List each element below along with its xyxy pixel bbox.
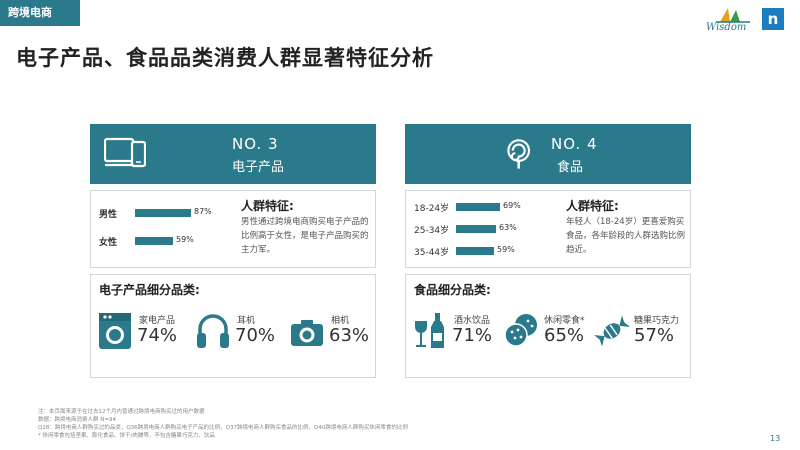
subcategory-title: 电子产品细分品类: (99, 283, 200, 297)
item-name: 休闲零食* (544, 316, 585, 326)
rank-label: NO. 3 (232, 135, 279, 153)
n-logo: n (762, 8, 784, 30)
subcategory-item: 酒水饮品 71% (412, 303, 502, 373)
wisdom-logo: Wisdom (706, 6, 758, 36)
item-percent: 74% (137, 325, 178, 346)
sail-logo-icon (716, 8, 750, 23)
wine-icon (415, 313, 444, 348)
item-name: 酒水饮品 (454, 316, 491, 326)
footnote-line: 注：本页面来源于在过去12个月内曾通过跨境电商购买过的用户数据 (38, 409, 205, 415)
bar-female (135, 237, 173, 245)
feature-box: 男性 87% 女性 59% 人群特征: 男性通过跨境电商购买电子产品的比例高于女… (90, 190, 376, 268)
item-percent: 65% (544, 325, 585, 346)
subcategory-title: 食品细分品类: (414, 283, 491, 297)
wisdom-text: Wisdom (706, 22, 747, 33)
footnotes: 注：本页面来源于在过去12个月内曾通过跨境电商购买过的用户数据 数据：跨境电商消… (38, 408, 678, 440)
bar-label: 女性 (99, 238, 118, 248)
subcategory-item: 糖果巧克力 57% (594, 303, 690, 373)
feature-box: 18-24岁 69% 25-34岁 63% 35-44岁 59% 人群特征: 年… (405, 190, 691, 268)
subcategory-box: 电子产品细分品类: 家电产品 74% 耳机 70% (90, 274, 376, 378)
item-name: 家电产品 (139, 316, 176, 326)
subcategory-box: 食品细分品类: 酒水饮品 71% (405, 274, 691, 378)
footnote-line: 数据：跨境电商消费人群 N=94 (38, 417, 116, 423)
item-percent: 57% (634, 325, 675, 346)
item-percent: 70% (235, 325, 276, 346)
page-title: 电子产品、食品品类消费人群显著特征分析 (16, 46, 434, 70)
bar-18-24 (456, 203, 500, 211)
item-percent: 71% (452, 325, 493, 346)
item-name: 相机 (331, 316, 350, 326)
devices-icon (104, 137, 146, 168)
bar-value: 59% (176, 235, 194, 244)
feature-title: 人群特征: (241, 199, 294, 213)
feature-title: 人群特征: (566, 199, 619, 213)
item-name: 耳机 (237, 316, 256, 326)
bar-label: 18-24岁 (414, 204, 450, 214)
lollipop-icon (507, 139, 531, 169)
category-label: 电子产品 (232, 160, 285, 175)
bar-35-44 (456, 247, 494, 255)
panel-header: NO. 4 食品 (405, 124, 691, 184)
bar-label: 25-34岁 (414, 226, 450, 236)
subcategory-item: 相机 63% (289, 303, 373, 373)
bar-label: 35-44岁 (414, 248, 450, 258)
bar-value: 87% (194, 207, 212, 216)
subcategory-item: 休闲零食* 65% (504, 303, 596, 373)
page-number: 13 (770, 434, 781, 443)
washing-machine-icon (99, 313, 131, 349)
bar-male (135, 209, 191, 217)
bar-value: 63% (499, 223, 517, 232)
footnote-line: * 休闲零食包括坚果、膨化食品、饼干/肉脯等，不包含糖果巧克力、饮品 (38, 433, 215, 439)
snacks-icon (504, 314, 537, 347)
feature-description: 男性通过跨境电商购买电子产品的比例高于女性，是电子产品购买的主力军。 (241, 217, 369, 255)
camera-icon (291, 320, 323, 346)
panel-header: NO. 3 电子产品 (90, 124, 376, 184)
bar-value: 69% (503, 201, 521, 210)
electronics-panel: NO. 3 电子产品 男性 87% 女性 59% 人群特征: 男性通过跨境电商购… (90, 124, 376, 378)
food-panel: NO. 4 食品 18-24岁 69% 25-34岁 63% 35-44岁 59… (405, 124, 691, 378)
item-name: 糖果巧克力 (634, 316, 680, 326)
bar-value: 59% (497, 245, 515, 254)
bar-label: 男性 (99, 210, 118, 220)
bar-25-34 (456, 225, 496, 233)
item-percent: 63% (329, 325, 370, 346)
candy-icon (594, 315, 630, 347)
section-tag: 跨境电商 (0, 0, 80, 26)
feature-description: 年轻人（18-24岁）更喜爱购买食品，各年龄段的人群选购比例趋近。 (566, 217, 686, 255)
subcategory-item: 家电产品 74% (97, 303, 189, 373)
headphones-icon (197, 314, 229, 348)
footnote-line: Q28：跨境电商人群购买过的品类，Q36跨境电商人群购买电子产品的比例，Q37跨… (38, 425, 408, 431)
category-label: 食品 (557, 160, 584, 175)
subcategory-item: 耳机 70% (195, 303, 281, 373)
rank-label: NO. 4 (551, 135, 598, 153)
